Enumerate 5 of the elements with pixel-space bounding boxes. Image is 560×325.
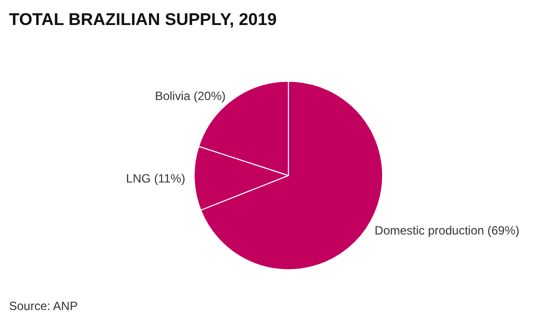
slice-label: Bolivia (20%): [154, 89, 226, 104]
source-note: Source: ANP: [9, 299, 78, 313]
slice-label: LNG (11%): [126, 172, 186, 186]
chart-title: TOTAL BRAZILIAN SUPPLY, 2019: [9, 10, 277, 29]
slice-label: Domestic production (69%): [374, 224, 520, 238]
